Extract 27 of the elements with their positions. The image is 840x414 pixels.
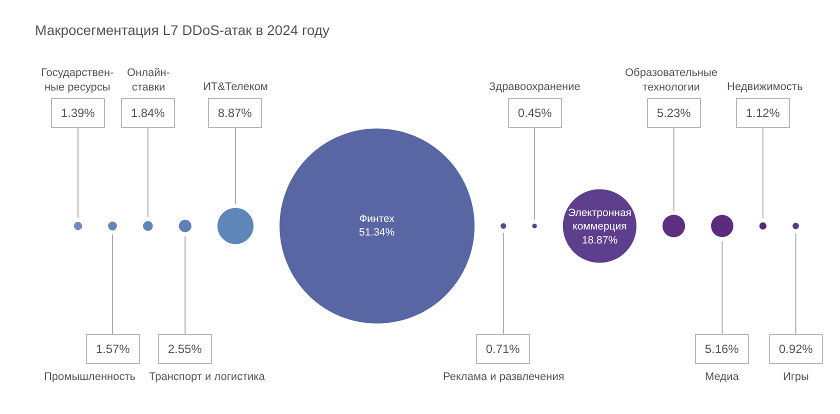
category-label: ИТ&Телеком xyxy=(203,81,268,93)
category-label: Государствен- ные ресурсы xyxy=(41,67,114,94)
data-label: 1.39% xyxy=(60,106,96,120)
data-label: 1.12% xyxy=(746,106,780,120)
category-label: Электронная коммерция xyxy=(568,207,632,233)
category-label: Образовательные технологии xyxy=(625,67,718,94)
data-label: 2.55% xyxy=(168,342,202,356)
data-label: 18.87% xyxy=(582,234,618,246)
category-label: Недвижимость xyxy=(727,81,803,93)
category-label: Онлайн- ставки xyxy=(127,67,170,94)
data-label: 5.23% xyxy=(656,106,692,120)
data-label: 51.34% xyxy=(359,226,395,239)
text: Макросегментация L7 DDoS-атак в 2024 году xyxy=(35,22,330,38)
data-label: 0.71% xyxy=(486,342,520,356)
data-label: 1.84% xyxy=(130,106,166,120)
category-label: Промышленность xyxy=(44,371,136,383)
data-label: 1.57% xyxy=(96,342,130,356)
category-label: Здравоохранение xyxy=(489,81,580,93)
data-label: 0.92% xyxy=(778,342,814,356)
data-label: 8.87% xyxy=(218,106,252,120)
category-label: Медиа xyxy=(705,371,740,383)
category-label: Финтех xyxy=(359,213,396,225)
category-label: Транспорт и логистика xyxy=(149,371,266,383)
category-label: Реклама и развлечения xyxy=(443,371,564,383)
data-label: 5.16% xyxy=(704,342,740,356)
category-label: Игры xyxy=(783,371,810,383)
data-label: 0.45% xyxy=(518,106,552,120)
